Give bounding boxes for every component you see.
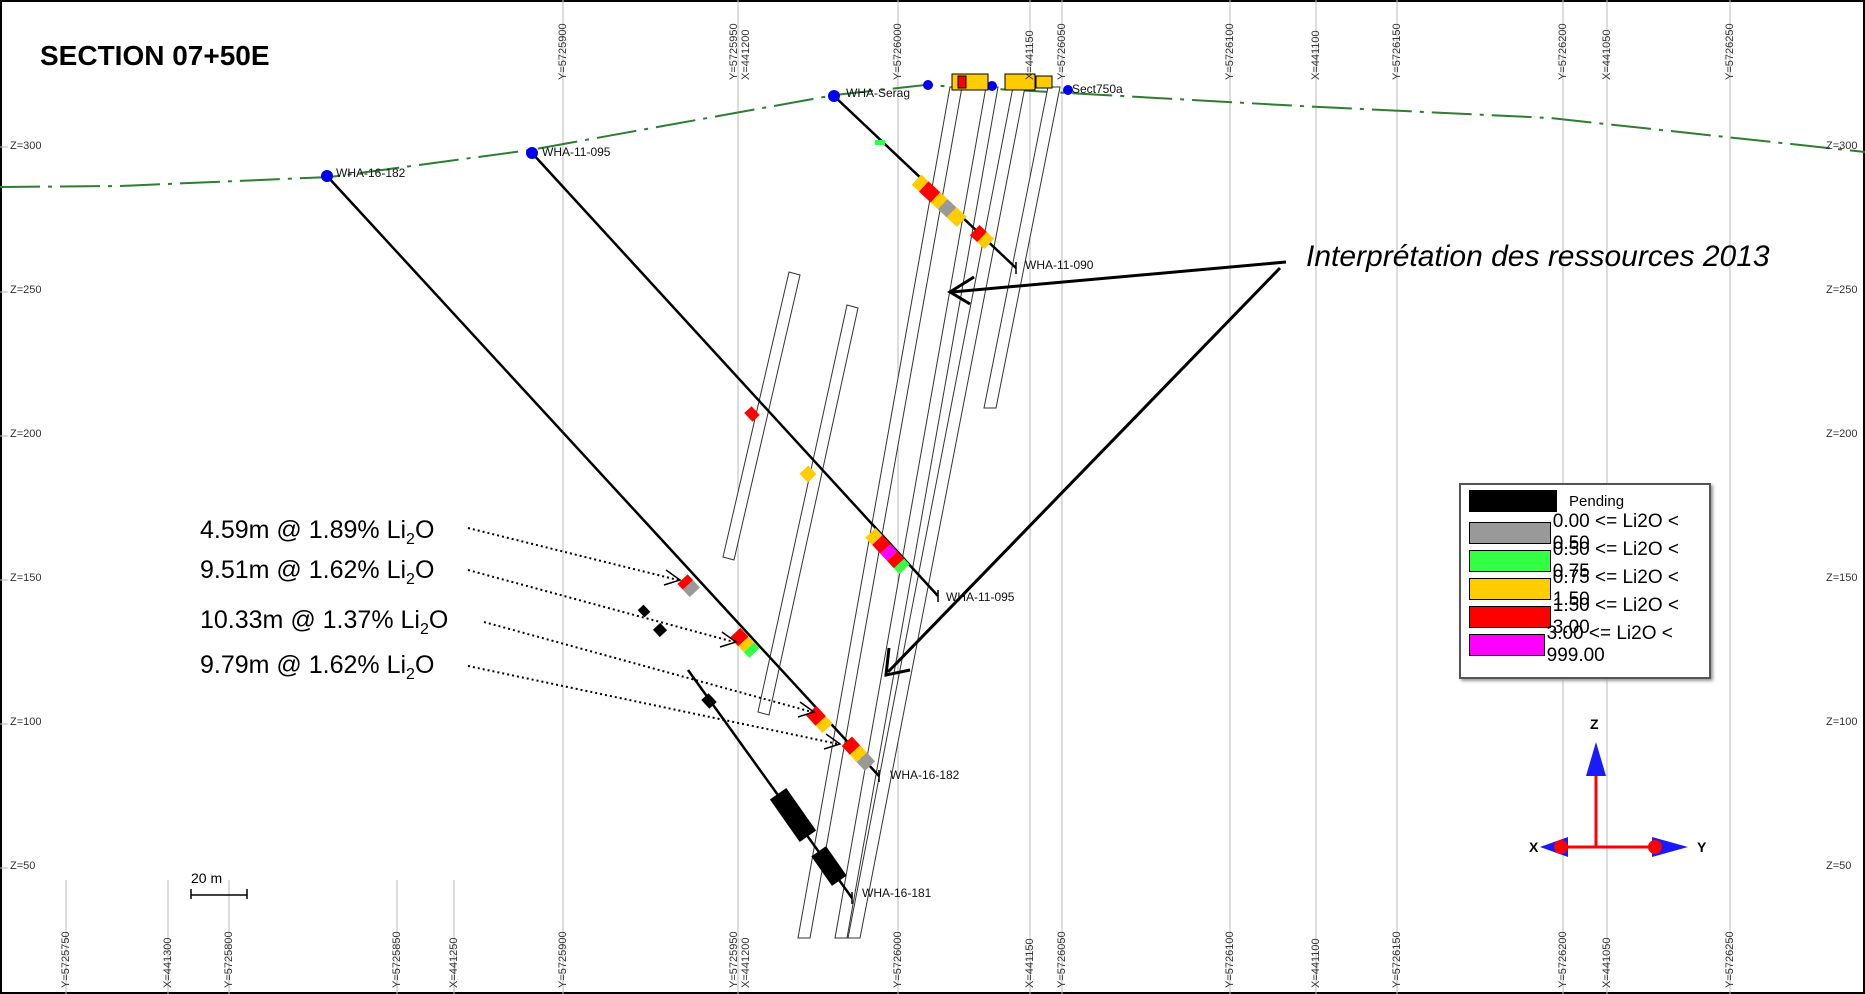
legend-swatch (1469, 578, 1551, 600)
surface-labels-cluster (951, 73, 1053, 91)
interpretation-zones (722, 86, 1061, 939)
hole-label: Sect750a (1072, 82, 1123, 96)
grid-label-bottom: Y=5726250 (1724, 931, 1736, 988)
legend-swatch (1469, 550, 1551, 572)
grid-label-top: Y=5726150 (1391, 23, 1403, 80)
assay-segments (637, 140, 995, 886)
z-label: Z=150 (1826, 572, 1858, 584)
grid-label-top: X=441150 (1024, 30, 1036, 80)
legend-item: 1.50 <= Li2O < 3.00 (1469, 595, 1709, 638)
interval-arrowheads (663, 569, 842, 750)
interval-label: 10.33m @ 1.37% Li2O (200, 606, 449, 638)
grid-label-bottom: Y=5726150 (1391, 931, 1403, 988)
z-label: Z=50 (10, 860, 36, 872)
interpretation-arrows (884, 260, 1287, 677)
legend-item: 3.00 <= Li2O < 999.00 (1469, 623, 1709, 666)
legend-swatch (1469, 522, 1551, 544)
legend-item: 0.50 <= Li2O < 0.75 (1469, 539, 1709, 582)
drill-trace-WHA-16-182 (326, 175, 880, 777)
zone-1 (722, 271, 801, 561)
interval-label: 9.79m @ 1.62% Li2O (200, 651, 435, 683)
grid-label-bottom: Y=5726050 (1056, 931, 1068, 988)
legend-swatch (1469, 634, 1545, 656)
legend-label: 1.50 <= Li2O < 3.00 (1552, 595, 1679, 638)
interval-label: 4.59m @ 1.89% Li2O (200, 516, 435, 548)
interval-label: 9.51m @ 1.62% Li2O (200, 556, 435, 588)
legend-swatch (1469, 606, 1551, 628)
legend-label: 3.00 <= Li2O < 999.00 (1546, 623, 1673, 666)
grid-label-top: X=441200 (740, 29, 752, 80)
legend-item: 0.00 <= Li2O < 0.50 (1469, 511, 1709, 554)
orientation-axes (1540, 742, 1688, 857)
collar-markers (321, 80, 1073, 182)
drill-trace-WHA-11-095 (531, 152, 939, 597)
hole-label: WHA-16-182 (890, 768, 960, 782)
grid-label-bottom: Y=5725850 (391, 931, 403, 988)
grid-label-top: Y=5726000 (892, 23, 904, 80)
grid-label-top: Y=5725900 (557, 23, 569, 80)
grid-label-bottom: Y=5726000 (892, 931, 904, 988)
z-label: Z=200 (10, 428, 42, 440)
legend-item: 0.75 <= Li2O < 1.50 (1469, 567, 1709, 610)
zone-4 (834, 86, 999, 939)
axis-label-z: Z (1590, 716, 1599, 732)
hole-label: WHA-11-090 (1025, 258, 1094, 272)
grid-label-bottom: Y=5725900 (557, 931, 569, 988)
z-label: Z=100 (1826, 716, 1858, 728)
zone-2 (757, 304, 859, 716)
legend-label: 0.50 <= Li2O < 0.75 (1552, 539, 1679, 582)
grid-label-top: X=441100 (1310, 30, 1322, 80)
grid-label-bottom: Y=5726200 (1557, 931, 1569, 988)
z-label: Z=300 (10, 140, 42, 152)
hole-label: WHA-16-182 (336, 166, 406, 180)
z-label: Z=200 (1826, 428, 1858, 440)
scale-bar-label: 20 m (191, 870, 223, 886)
section-title: SECTION 07+50E (40, 40, 270, 71)
hole-label: WHA-16-181 (862, 886, 932, 900)
z-label: Z=300 (1826, 140, 1858, 152)
zone-6 (983, 86, 1061, 409)
grid-label-bottom: X=441100 (1310, 938, 1322, 988)
z-label: Z=100 (10, 716, 42, 728)
z-label: Z=250 (1826, 284, 1858, 296)
axis-label-x: X (1529, 839, 1539, 855)
axis-label-y: Y (1697, 839, 1707, 855)
hole-label: WHA-11-095 (542, 145, 611, 159)
grid-ticks (0, 0, 1731, 994)
grid-label-bottom: Y=5725750 (60, 931, 72, 988)
grid-label-bottom: X=441300 (162, 937, 174, 988)
grid-label-bottom: Y=5725950 (728, 931, 740, 988)
grid-label-top: Y=5726050 (1056, 23, 1068, 80)
grid-label-top: X=441050 (1601, 29, 1613, 80)
z-label: Z=250 (10, 284, 42, 296)
legend-label: Pending (1569, 492, 1625, 510)
hole-label: WHA-11-095 (946, 590, 1015, 604)
legend-label: 0.00 <= Li2O < 0.50 (1552, 511, 1679, 554)
z-label: Z=50 (1826, 860, 1852, 872)
assay-legend: Pending 0.00 <= Li2O < 0.50 0.50 <= Li2O… (1459, 483, 1711, 679)
legend-item: Pending (1469, 489, 1624, 513)
legend-label: 0.75 <= Li2O < 1.50 (1552, 567, 1679, 610)
grid-label-top: Y=5726100 (1224, 23, 1236, 80)
grid-label-bottom: X=441150 (1024, 938, 1036, 988)
grid-label-bottom: Y=5726100 (1224, 931, 1236, 988)
topography-line (0, 83, 1865, 188)
hole-end-ticks (851, 262, 1017, 904)
z-label: Z=150 (10, 572, 42, 584)
grid-label-bottom: Y=5725800 (223, 931, 235, 988)
grid-label-top: Y=5726250 (1724, 23, 1736, 80)
grid-label-bottom: X=441050 (1601, 937, 1613, 988)
scale-bar (190, 889, 248, 899)
interval-leaders (467, 527, 839, 745)
grid-label-bottom: X=441250 (448, 937, 460, 988)
grid-label-top: Y=5726200 (1557, 23, 1569, 80)
grid-label-bottom: X=441200 (740, 937, 752, 988)
hole-label: WHA-Serag (846, 86, 911, 100)
grid-label-top: Y=5725950 (728, 23, 740, 80)
interpretation-annotation: Interprétation des ressources 2013 (1306, 240, 1770, 273)
legend-swatch (1469, 490, 1557, 512)
